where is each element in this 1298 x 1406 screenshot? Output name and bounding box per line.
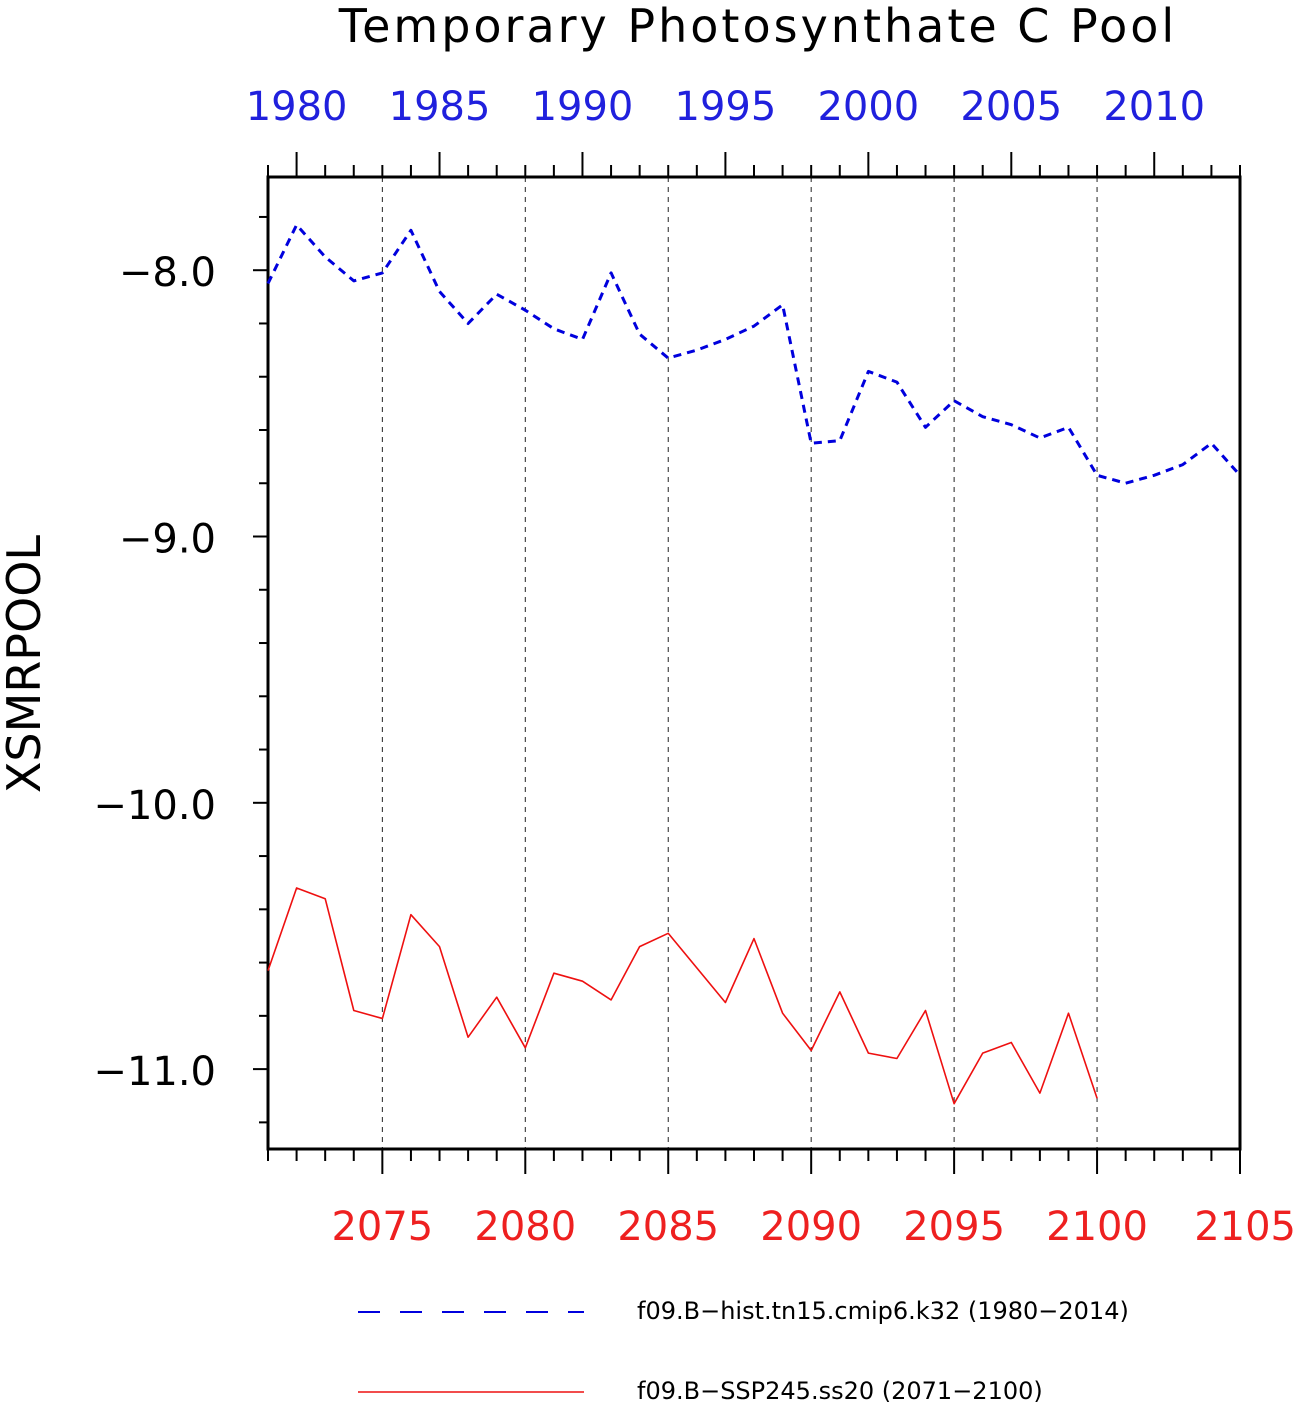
bottom-tick-label: 2080 bbox=[474, 1204, 576, 1250]
y-tick-label: −9.0 bbox=[119, 517, 216, 563]
top-tick-label: 2010 bbox=[1103, 84, 1205, 130]
top-tick-label: 2000 bbox=[817, 84, 919, 130]
bottom-tick-label: 2100 bbox=[1046, 1204, 1148, 1250]
legend-label: f09.B−hist.tn15.cmip6.k32 (1980−2014) bbox=[637, 1297, 1129, 1325]
top-tick-label: 1985 bbox=[389, 84, 491, 130]
y-axis-label: XSMRPOOL bbox=[0, 535, 51, 794]
vertical-grid bbox=[381, 177, 1098, 1149]
y-tick-label: −10.0 bbox=[93, 783, 216, 829]
bottom-tick-label: 2105 bbox=[1194, 1204, 1296, 1250]
plot-frame bbox=[266, 175, 1242, 1151]
series-lines bbox=[266, 223, 1242, 1105]
chart-title: Temporary Photosynthate C Pool bbox=[338, 0, 1177, 53]
ssp245-series-line bbox=[267, 887, 1098, 1105]
top-tick-label: 1995 bbox=[675, 84, 777, 130]
y-tick-label: −8.0 bbox=[119, 250, 216, 296]
axes: −8.0 −9.0 −10.0 −11.0 1980 1985 1990 1995 2000 20… bbox=[93, 84, 1296, 1250]
legend-label: f09.B−SSP245.ss20 (2071−2100) bbox=[637, 1377, 1043, 1405]
hist-series-line bbox=[266, 223, 1242, 485]
y-tick-label: −11.0 bbox=[93, 1049, 216, 1095]
top-tick-label: 1980 bbox=[246, 84, 348, 130]
bottom-tick-label: 2075 bbox=[331, 1204, 433, 1250]
bottom-tick-label: 2085 bbox=[617, 1204, 719, 1250]
legend: f09.B−hist.tn15.cmip6.k32 (1980−2014) f09… bbox=[358, 1297, 1129, 1405]
top-tick-label: 1990 bbox=[532, 84, 634, 130]
top-tick-label: 2005 bbox=[960, 84, 1062, 130]
bottom-tick-label: 2090 bbox=[760, 1204, 862, 1250]
bottom-tick-label: 2095 bbox=[903, 1204, 1005, 1250]
